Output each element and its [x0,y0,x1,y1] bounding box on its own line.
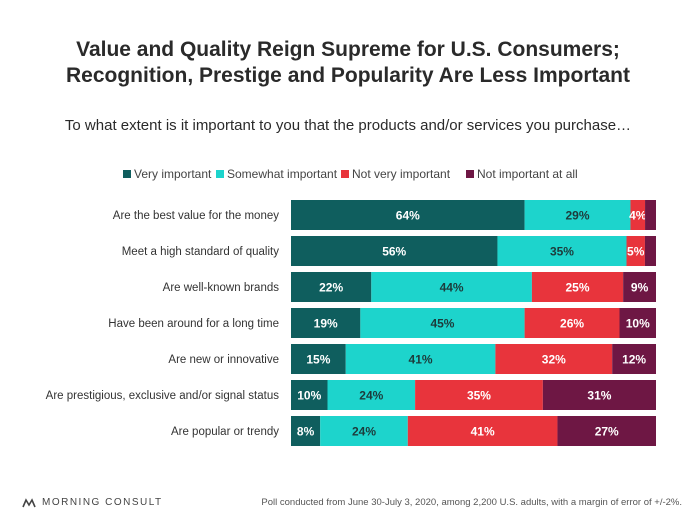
morning-consult-logo: MORNING CONSULT [22,497,163,508]
bar-segment-r4-s3 [524,308,620,338]
category-label-3: Are well-known brands [163,282,280,294]
category-label-1: Are the best value for the money [113,210,279,222]
bar-segment-r1-s3 [630,200,646,230]
data-label-r6-s3: 35% [467,389,491,403]
bar-segment-r1-s4 [645,200,656,230]
bar-segment-r3-s3 [531,272,624,302]
bar-segment-r5-s3 [495,344,613,374]
category-label-7: Are popular or trendy [171,426,279,438]
data-label-r1-s2: 29% [566,209,590,223]
data-label-r4-s1: 19% [314,317,338,331]
data-label-r4-s3: 26% [560,317,584,331]
bar-segment-r7-s4 [557,416,656,446]
data-label-r5-s1: 15% [306,353,330,367]
bar-segment-r5-s2 [345,344,496,374]
data-label-r5-s2: 41% [409,353,433,367]
category-label-2: Meet a high standard of quality [122,246,280,258]
legend-label-4: Not important at all [477,167,578,181]
data-label-r7-s1: 8% [297,425,315,439]
bar-segment-r3-s1 [291,272,372,302]
legend-swatch-2 [216,170,224,178]
legend-label-2: Somewhat important [227,167,338,181]
bar-segment-r4-s2 [360,308,525,338]
bar-segment-r4-s4 [619,308,656,338]
bar-segment-r7-s3 [407,416,558,446]
bar-segment-r4-s1 [291,308,361,338]
category-label-5: Are new or innovative [168,354,279,366]
logo-icon [22,497,36,507]
bar-segment-r7-s1 [291,416,321,446]
data-label-r7-s3: 41% [471,425,495,439]
legend-label-1: Very important [134,167,212,181]
legend-swatch-1 [123,170,131,178]
footer-note: Poll conducted from June 30-July 3, 2020… [261,497,682,508]
legend-label-3: Not very important [352,167,451,181]
bar-segment-r6-s1 [291,380,328,410]
bar-segment-r1-s1 [291,200,525,230]
data-label-r3-s4: 9% [631,281,649,295]
chart-subtitle: To what extent is it important to you th… [64,117,632,134]
bar-segment-r6-s4 [542,380,656,410]
legend-swatch-3 [341,170,349,178]
data-label-r6-s2: 24% [359,389,383,403]
data-label-r4-s4: 10% [626,317,650,331]
data-label-r2-s1: 56% [382,245,406,259]
bar-segment-r7-s2 [320,416,408,446]
chart-title-line-1: Value and Quality Reign Supreme for U.S.… [76,38,620,61]
data-label-r2-s3: 5% [627,245,645,259]
data-label-r3-s1: 22% [319,281,343,295]
data-label-r7-s4: 27% [595,425,619,439]
data-label-r4-s2: 45% [430,317,454,331]
bar-segment-r2-s2 [497,236,627,266]
category-label-4: Have been around for a long time [108,318,279,330]
bar-segment-r5-s1 [291,344,346,374]
data-label-r1-s3: 4% [629,209,647,223]
data-label-r6-s1: 10% [297,389,321,403]
data-label-r5-s3: 32% [542,353,566,367]
bar-segment-r1-s2 [524,200,631,230]
data-label-r2-s2: 35% [550,245,574,259]
category-label-6: Are prestigious, exclusive and/or signal… [46,390,280,402]
legend-swatch-4 [466,170,474,178]
logo-text: MORNING CONSULT [42,497,163,508]
bar-segment-r6-s2 [327,380,416,410]
bar-segment-r2-s1 [291,236,498,266]
data-label-r5-s4: 12% [622,353,646,367]
data-label-r7-s2: 24% [352,425,376,439]
bar-segment-r2-s4 [644,236,656,266]
data-label-r3-s3: 25% [566,281,590,295]
bar-segment-r6-s3 [415,380,543,410]
bar-segment-r3-s2 [371,272,532,302]
stacked-bar-chart: Very important Somewhat important Not very… [46,167,656,446]
data-label-r3-s2: 44% [440,281,464,295]
data-label-r6-s4: 31% [587,389,611,403]
data-label-r1-s1: 64% [396,209,420,223]
bar-segment-r2-s3 [626,236,645,266]
chart-title-line-2: Recognition, Prestige and Popularity Are… [66,64,630,87]
bar-segment-r5-s4 [612,344,656,374]
bar-segment-r3-s4 [623,272,656,302]
